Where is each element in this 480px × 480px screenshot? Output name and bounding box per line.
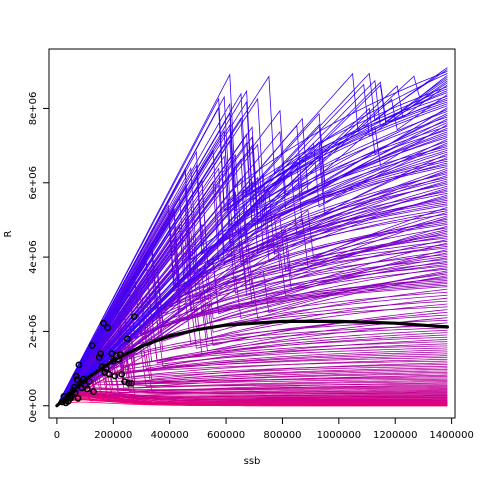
simulated-curve bbox=[56, 373, 448, 406]
simulated-curve bbox=[56, 337, 448, 406]
simulated-curve bbox=[56, 67, 448, 406]
simulated-curve bbox=[56, 326, 448, 406]
simulated-curve bbox=[56, 74, 448, 406]
observation-point bbox=[116, 351, 124, 358]
observation-point bbox=[83, 385, 91, 393]
simulated-curve bbox=[56, 185, 448, 406]
observation-point bbox=[125, 379, 133, 387]
y-tick-label: 4e+06 bbox=[28, 240, 39, 274]
simulated-curve bbox=[56, 155, 448, 406]
simulated-curve bbox=[56, 149, 448, 406]
simulated-curve bbox=[56, 389, 448, 407]
y-tick-label: 0e+00 bbox=[28, 389, 39, 423]
y-tick-label: 2e+06 bbox=[28, 315, 39, 349]
x-tick-label: 1200000 bbox=[373, 430, 418, 441]
y-axis: 0e+00 2e+06 4e+06 6e+06 8e+06 bbox=[28, 92, 49, 423]
simulated-curve bbox=[56, 249, 448, 407]
observation-points-group bbox=[59, 313, 138, 407]
x-axis-title: ssb bbox=[244, 456, 261, 467]
x-tick-label: 0 bbox=[54, 430, 60, 441]
simulated-curve bbox=[56, 189, 448, 406]
observation-point bbox=[71, 389, 79, 397]
observation-point bbox=[104, 324, 111, 332]
x-tick-label: 1400000 bbox=[429, 430, 474, 441]
simulated-curve bbox=[56, 124, 448, 407]
simulated-curve bbox=[56, 109, 448, 406]
simulated-curve bbox=[56, 294, 448, 406]
x-axis: 0 200000 400000 600000 800000 1000000 1200000 1… bbox=[54, 417, 474, 441]
observation-point bbox=[97, 350, 104, 358]
observation-point bbox=[118, 370, 126, 378]
simulated-curve bbox=[56, 90, 448, 406]
simulated-curve bbox=[56, 88, 448, 406]
simulated-curve bbox=[56, 97, 448, 406]
simulated-curve bbox=[56, 215, 448, 407]
simulated-curve bbox=[56, 120, 448, 406]
observation-point bbox=[80, 375, 88, 383]
simulated-curve bbox=[56, 368, 448, 406]
simulated-curve bbox=[56, 73, 448, 406]
simulated-curve bbox=[56, 69, 448, 406]
simulated-curve bbox=[56, 361, 448, 407]
simulated-curve bbox=[56, 82, 448, 406]
observation-point bbox=[72, 372, 80, 380]
observation-point bbox=[74, 394, 82, 402]
simulated-curve bbox=[56, 175, 448, 406]
simulated-curve bbox=[56, 338, 448, 406]
simulated-curve bbox=[56, 71, 448, 406]
simulated-curve bbox=[56, 205, 448, 406]
simulated-curve bbox=[56, 107, 448, 406]
simulated-curve bbox=[56, 78, 448, 406]
observation-point bbox=[88, 342, 96, 349]
x-tick-label: 800000 bbox=[263, 430, 301, 441]
y-tick-label: 6e+06 bbox=[28, 166, 39, 200]
simulated-curve bbox=[56, 252, 448, 407]
x-tick-label: 1000000 bbox=[317, 430, 362, 441]
observation-point bbox=[111, 372, 119, 380]
simulated-curve bbox=[56, 354, 448, 406]
simulated-curve bbox=[56, 86, 448, 406]
simulated-curve bbox=[56, 374, 448, 407]
x-tick-label: 200000 bbox=[94, 430, 132, 441]
y-axis-title: R bbox=[3, 230, 14, 237]
observation-point bbox=[105, 370, 113, 378]
simulated-curve bbox=[56, 344, 448, 406]
observation-point bbox=[124, 335, 131, 343]
observation-point bbox=[95, 353, 103, 361]
observation-point bbox=[75, 361, 83, 369]
observation-point bbox=[109, 357, 117, 365]
y-tick-label: 8e+06 bbox=[28, 92, 39, 126]
x-tick-label: 600000 bbox=[207, 430, 245, 441]
observation-point bbox=[85, 378, 93, 385]
simulated-curve bbox=[56, 76, 448, 406]
simulated-curve bbox=[56, 239, 448, 407]
simulated-curves-group bbox=[56, 67, 448, 407]
simulated-curve bbox=[56, 350, 448, 407]
observation-point bbox=[68, 392, 75, 400]
simulated-curve bbox=[56, 140, 448, 406]
simulated-curve bbox=[56, 351, 448, 406]
simulated-curve bbox=[56, 160, 448, 406]
simulated-curve bbox=[56, 373, 448, 407]
observation-point bbox=[128, 379, 135, 387]
simulated-curve bbox=[56, 180, 448, 406]
observation-point bbox=[90, 388, 97, 395]
observation-point bbox=[100, 319, 107, 327]
observation-point bbox=[130, 313, 138, 320]
simulated-curve bbox=[56, 365, 448, 406]
simulated-curve bbox=[56, 369, 448, 407]
observation-point bbox=[102, 365, 110, 372]
simulated-curve bbox=[56, 127, 448, 406]
x-tick-label: 400000 bbox=[151, 430, 189, 441]
